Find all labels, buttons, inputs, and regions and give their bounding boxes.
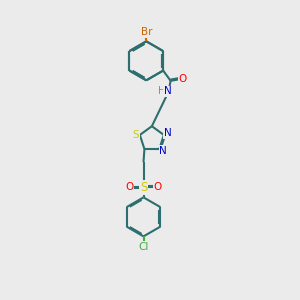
Text: S: S [133, 130, 140, 140]
Text: S: S [140, 181, 147, 194]
Text: N: N [160, 146, 167, 156]
Text: Br: Br [140, 27, 152, 37]
Text: O: O [125, 182, 133, 192]
Text: N: N [164, 86, 172, 96]
Text: Cl: Cl [138, 242, 149, 252]
Text: N: N [164, 128, 172, 139]
Text: O: O [154, 182, 162, 192]
Text: H: H [158, 86, 165, 96]
Text: O: O [178, 74, 187, 84]
